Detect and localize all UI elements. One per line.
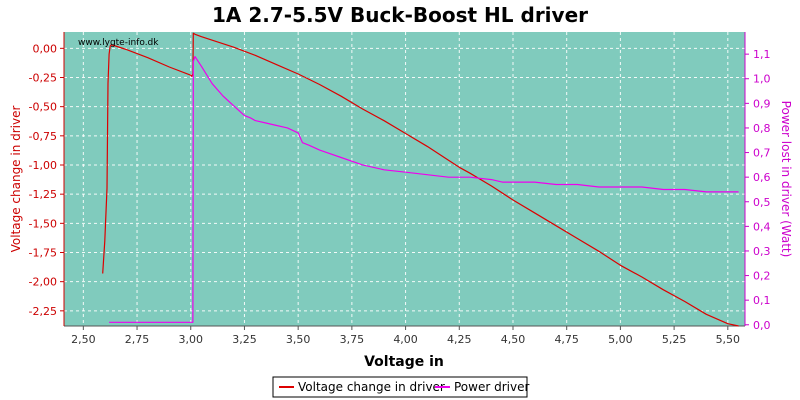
x-tick-label: 3,50 bbox=[286, 333, 311, 346]
y-left-tick-label: 0,00 bbox=[33, 42, 58, 55]
y-axis-label-left: Voltage change in driver bbox=[9, 106, 23, 253]
series-line-power-driver bbox=[109, 55, 739, 323]
legend: Voltage change in driver Power driver bbox=[272, 376, 529, 398]
x-tick-label: 3,00 bbox=[178, 333, 203, 346]
y-axis-label-right: Power lost in driver (Watt) bbox=[779, 101, 793, 258]
y-right-tick-label: 0,1 bbox=[753, 294, 771, 307]
y-right-tick-label: 0,7 bbox=[753, 147, 771, 160]
x-tick-label: 5,00 bbox=[608, 333, 633, 346]
y-right-tick-label: 0,8 bbox=[753, 122, 771, 135]
chart-title: 1A 2.7-5.5V Buck-Boost HL driver bbox=[212, 3, 588, 27]
series-layer bbox=[102, 32, 739, 327]
x-axis: 2,50 2,75 3,00 3,25 3,50 3,75 4,00 4,25 4,50 4,75… bbox=[71, 326, 740, 346]
y-right-tick-label: 0,3 bbox=[753, 245, 771, 258]
watermark-text: www.lygte-info.dk bbox=[78, 38, 159, 48]
x-tick-label: 5,50 bbox=[716, 333, 741, 346]
x-tick-label: 2,50 bbox=[71, 333, 96, 346]
y-right-tick-label: 0,0 bbox=[753, 319, 771, 332]
y-right-tick-label: 0,2 bbox=[753, 270, 771, 283]
x-tick-label: 2,75 bbox=[125, 333, 150, 346]
x-tick-label: 4,75 bbox=[554, 333, 579, 346]
y-left-tick-label: -0,25 bbox=[29, 72, 57, 85]
y-axis-left: 0,00 -0,25 -0,50 -0,75 -1,00 -1,25 -1,50 -1,75 -… bbox=[29, 42, 64, 318]
y-right-tick-label: 1,0 bbox=[753, 73, 771, 86]
x-tick-label: 5,25 bbox=[662, 333, 687, 346]
x-tick-label: 3,75 bbox=[340, 333, 365, 346]
y-left-tick-label: -1,75 bbox=[29, 247, 57, 260]
y-left-tick-label: -2,00 bbox=[29, 276, 57, 289]
x-tick-label: 3,25 bbox=[232, 333, 257, 346]
x-tick-label: 4,25 bbox=[447, 333, 472, 346]
plot-area bbox=[64, 32, 745, 326]
y-right-tick-label: 0,6 bbox=[753, 171, 771, 184]
grid-lines bbox=[63, 32, 746, 327]
x-tick-label: 4,00 bbox=[393, 333, 418, 346]
y-left-tick-label: -0,75 bbox=[29, 130, 57, 143]
legend-label-power-driver: Power driver bbox=[454, 380, 529, 394]
legend-label-voltage-change: Voltage change in driver bbox=[298, 380, 445, 394]
legend-box bbox=[272, 376, 528, 398]
x-tick-label: 4,50 bbox=[501, 333, 526, 346]
y-right-tick-label: 0,4 bbox=[753, 220, 771, 233]
y-right-tick-label: 1,1 bbox=[753, 48, 771, 61]
y-left-tick-label: -0,50 bbox=[29, 101, 57, 114]
y-left-tick-label: -2,25 bbox=[29, 305, 57, 318]
y-left-tick-label: -1,25 bbox=[29, 188, 57, 201]
y-right-tick-label: 0,5 bbox=[753, 196, 771, 209]
y-axis-right: 0,0 0,1 0,2 0,3 0,4 0,5 0,6 0,7 0,8 0,9 1,0 1,1 bbox=[745, 48, 771, 332]
x-axis-label: Voltage in bbox=[364, 354, 444, 370]
series-line-voltage-change bbox=[102, 32, 739, 327]
y-left-tick-label: -1,00 bbox=[29, 159, 57, 172]
y-right-tick-label: 0,9 bbox=[753, 97, 771, 110]
y-left-tick-label: -1,50 bbox=[29, 217, 57, 230]
